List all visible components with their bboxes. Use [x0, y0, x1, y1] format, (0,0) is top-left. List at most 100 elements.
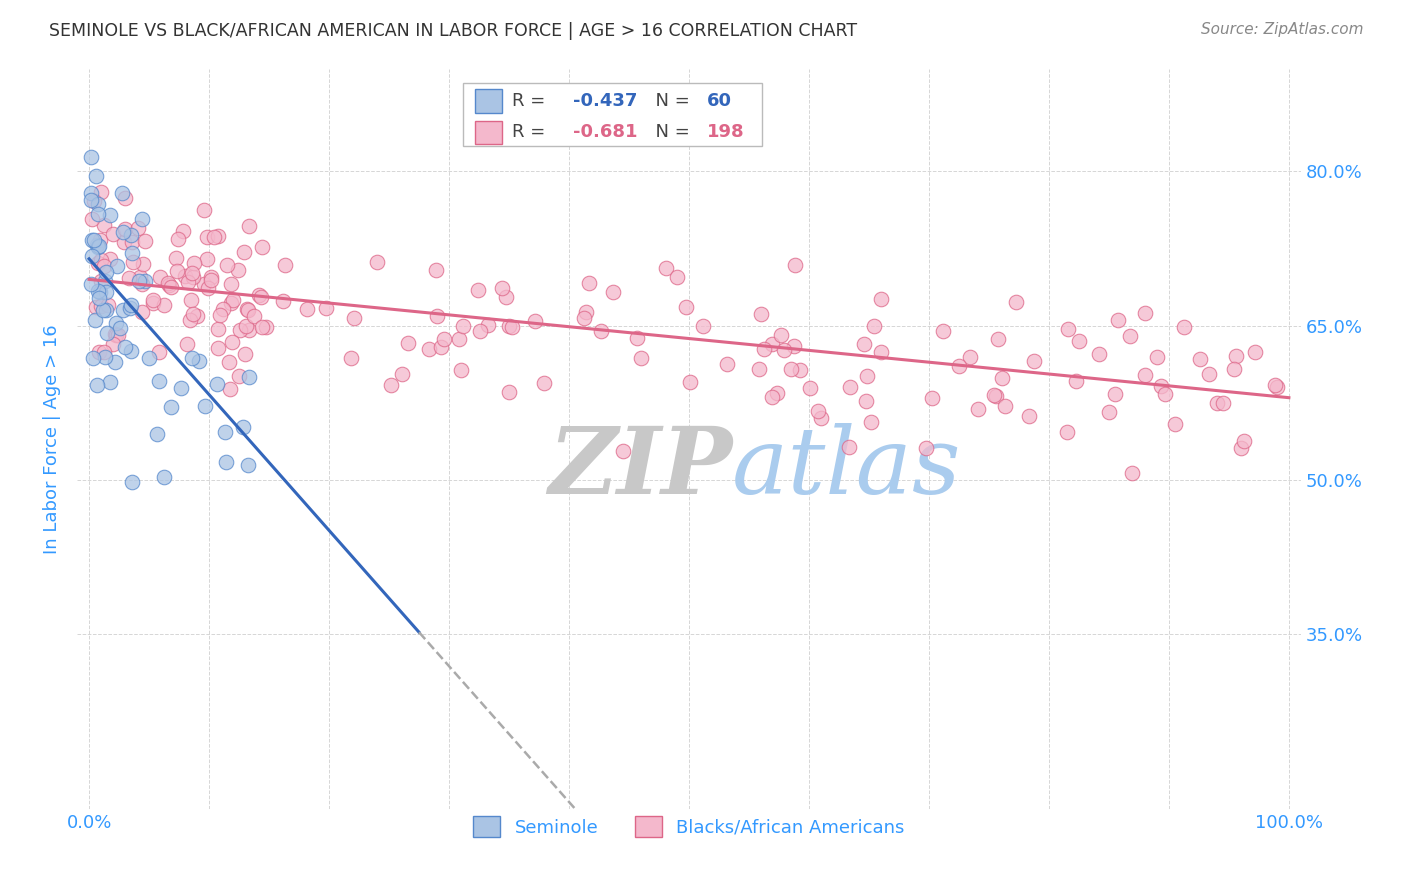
Point [1004, 294, 1026, 309]
Point [243, 310, 266, 324]
Point [202, 230, 225, 244]
Point [91, 302, 114, 317]
Point [83, 233, 105, 247]
Point [219, 296, 242, 310]
Text: R =: R = [512, 123, 551, 142]
Point [761, 390, 783, 404]
Point [80, 211, 103, 226]
Point [783, 339, 806, 353]
Point [200, 273, 222, 287]
Point [430, 340, 453, 354]
Point [104, 317, 127, 331]
Point [1205, 395, 1227, 409]
Point [183, 256, 205, 270]
Point [254, 319, 277, 334]
Point [207, 229, 229, 244]
Point [218, 355, 240, 369]
Point [104, 326, 127, 341]
Point [315, 301, 337, 316]
Point [1265, 379, 1288, 393]
Point [134, 275, 156, 289]
Point [855, 394, 877, 409]
Point [450, 362, 472, 376]
Point [193, 202, 215, 217]
Point [839, 380, 862, 394]
Point [426, 309, 449, 323]
Point [1121, 466, 1143, 480]
Point [219, 382, 242, 396]
Point [716, 357, 738, 371]
Point [1153, 387, 1175, 401]
Point [111, 302, 134, 317]
Point [200, 269, 222, 284]
Point [228, 369, 250, 384]
Point [84, 301, 107, 315]
Point [86, 378, 108, 392]
Text: R =: R = [512, 92, 551, 110]
Point [120, 344, 142, 359]
Text: -0.437: -0.437 [572, 92, 637, 110]
Point [524, 313, 547, 327]
Point [238, 370, 260, 384]
Point [766, 386, 789, 401]
Point [87, 240, 110, 254]
Point [229, 323, 252, 337]
Text: 60: 60 [707, 92, 733, 110]
Point [83, 194, 105, 209]
Point [238, 323, 260, 337]
Point [921, 392, 943, 406]
Point [165, 251, 187, 265]
Point [153, 470, 176, 484]
Point [142, 293, 165, 307]
Point [207, 322, 229, 336]
Point [477, 318, 499, 333]
Point [166, 232, 188, 246]
Point [87, 285, 110, 299]
Point [181, 269, 204, 284]
Point [959, 351, 981, 365]
Point [380, 378, 402, 392]
Point [128, 274, 150, 288]
Point [208, 308, 231, 322]
Point [120, 228, 142, 243]
Point [498, 318, 520, 333]
Point [495, 290, 517, 304]
Point [467, 283, 489, 297]
Point [1133, 368, 1156, 382]
Point [80, 233, 103, 247]
Point [212, 302, 235, 317]
Point [769, 328, 792, 343]
Point [157, 278, 180, 293]
Point [131, 277, 153, 291]
Point [748, 362, 770, 376]
Y-axis label: In Labor Force | Age > 16: In Labor Force | Age > 16 [44, 324, 60, 554]
Point [761, 337, 783, 351]
Point [235, 318, 257, 333]
Point [679, 375, 702, 389]
Point [181, 266, 204, 280]
Point [194, 399, 217, 413]
Point [89, 233, 111, 247]
Point [93, 260, 115, 274]
Point [87, 345, 110, 359]
Point [90, 274, 112, 288]
Point [1018, 409, 1040, 423]
Point [214, 425, 236, 440]
Point [89, 285, 111, 299]
Point [148, 345, 170, 359]
Point [80, 150, 103, 164]
Point [391, 367, 413, 381]
Point [1056, 322, 1078, 336]
Point [1212, 396, 1234, 410]
Point [94, 350, 117, 364]
Point [1056, 425, 1078, 439]
Point [183, 306, 205, 320]
Bar [475, 89, 502, 112]
Point [120, 298, 142, 312]
Point [575, 304, 598, 318]
Point [533, 376, 555, 390]
Point [247, 287, 270, 301]
Point [221, 293, 243, 307]
Point [396, 335, 419, 350]
Point [180, 293, 202, 308]
